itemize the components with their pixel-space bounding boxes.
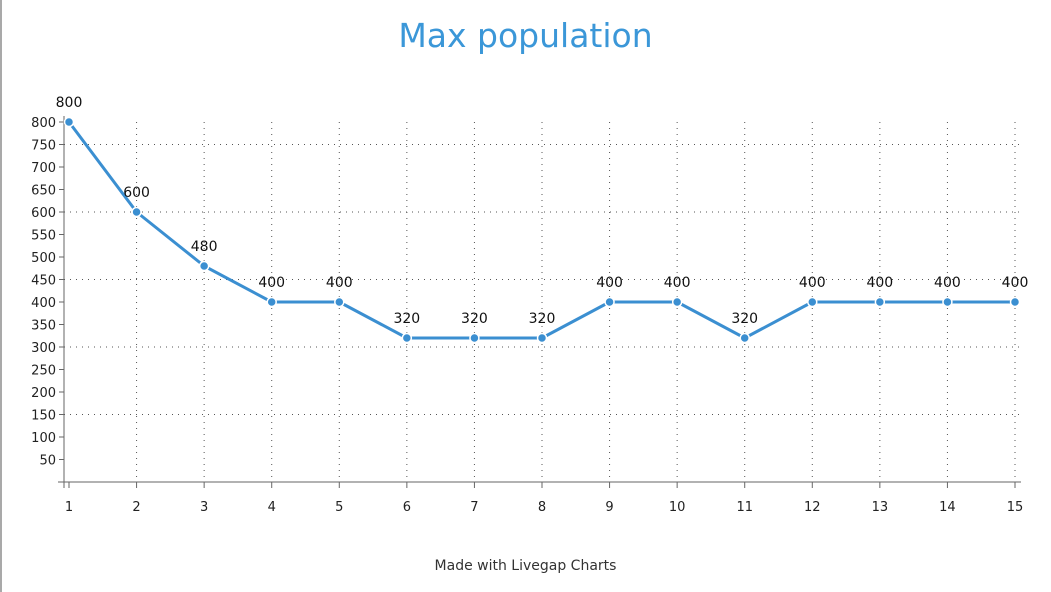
data-point[interactable] (739, 332, 750, 344)
y-tick-label: 650 (31, 184, 56, 199)
data-label: 320 (529, 311, 556, 327)
data-label: 400 (866, 275, 893, 291)
data-point[interactable] (942, 296, 953, 308)
data-point[interactable] (604, 296, 615, 308)
data-label: 400 (1002, 275, 1029, 291)
data-label: 400 (326, 275, 353, 291)
y-tick-label: 50 (39, 454, 56, 469)
x-tick-label: 4 (268, 500, 276, 515)
data-point[interactable] (671, 296, 683, 308)
data-point[interactable] (266, 296, 277, 308)
x-tick-label: 14 (939, 500, 956, 515)
data-label: 400 (934, 275, 961, 291)
y-tick-label: 350 (31, 319, 56, 334)
data-label: 480 (191, 239, 218, 255)
data-point[interactable] (536, 332, 548, 344)
y-tick-label: 250 (31, 364, 56, 379)
x-tick-label: 9 (605, 500, 613, 515)
y-tick-label: 500 (31, 251, 56, 266)
data-label: 400 (596, 275, 623, 291)
data-label: 800 (56, 95, 83, 111)
x-tick-label: 2 (132, 500, 140, 515)
x-tick-label: 5 (335, 500, 343, 515)
x-tick-label: 12 (804, 500, 821, 515)
data-point[interactable] (1009, 296, 1021, 308)
data-point[interactable] (401, 332, 413, 344)
data-label: 320 (393, 311, 420, 327)
data-point[interactable] (131, 206, 142, 218)
x-tick-label: 10 (669, 500, 686, 515)
data-label: 400 (799, 275, 826, 291)
data-point[interactable] (469, 332, 480, 344)
data-point[interactable] (874, 296, 886, 308)
y-tick-label: 450 (31, 274, 56, 289)
data-point[interactable] (198, 260, 210, 272)
x-tick-label: 3 (200, 500, 208, 515)
axes: 50 100 150 200 250 300 350 400 450 500 550 600 650 70… (31, 116, 1023, 515)
data-point[interactable] (334, 296, 345, 308)
data-label: 400 (258, 275, 285, 291)
footer-credit: Made with Livegap Charts (434, 558, 617, 574)
y-tick-label: 100 (31, 431, 56, 446)
data-label: 320 (461, 311, 488, 327)
y-tick-label: 550 (31, 229, 56, 244)
data-label: 600 (123, 185, 150, 201)
x-tick-label: 15 (1007, 500, 1024, 515)
y-tick-label: 800 (31, 116, 56, 131)
data-point[interactable] (807, 296, 818, 308)
y-tick-label: 300 (31, 341, 56, 356)
data-point[interactable] (63, 116, 75, 128)
chart-title: Max population (398, 16, 653, 55)
data-labels: 800 600 480 400 400 320 320 320 400 400 320 400 400 4… (56, 95, 1029, 327)
x-tick-label: 1 (65, 500, 73, 515)
y-tick-label: 700 (31, 161, 56, 176)
x-tick-label: 7 (470, 500, 478, 515)
y-tick-label: 400 (31, 296, 56, 311)
frame-border (0, 0, 2, 592)
y-tick-label: 200 (31, 386, 56, 401)
x-tick-label: 11 (736, 500, 753, 515)
data-label: 400 (664, 275, 691, 291)
data-label: 320 (731, 311, 758, 327)
x-tick-label: 13 (872, 500, 889, 515)
data-points (63, 116, 1021, 344)
y-tick-label: 600 (31, 206, 56, 221)
x-tick-label: 8 (538, 500, 546, 515)
y-tick-label: 750 (31, 139, 56, 154)
y-tick-label: 150 (31, 409, 56, 424)
x-tick-label: 6 (403, 500, 411, 515)
